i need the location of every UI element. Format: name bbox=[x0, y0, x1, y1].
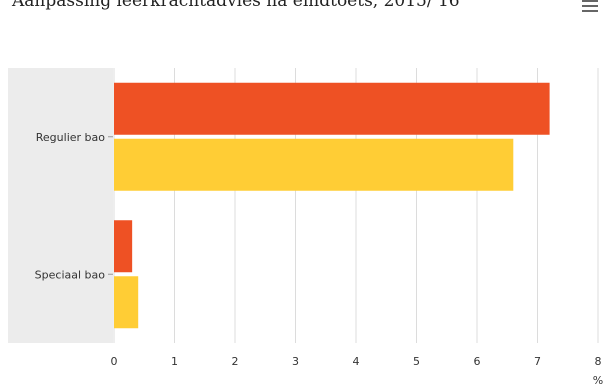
x-tick-labels: 0 1 2 3 4 5 6 7 8 bbox=[111, 355, 602, 368]
category-axis-band bbox=[8, 68, 113, 343]
x-tick-label: 6 bbox=[474, 355, 481, 368]
x-tick-label: 8 bbox=[595, 355, 602, 368]
x-tick-label: 0 bbox=[111, 355, 118, 368]
category-label: Speciaal bao bbox=[35, 268, 106, 281]
bar[interactable] bbox=[114, 138, 514, 191]
chart-title: Aanpassing leerkrachtadvies na eindtoets… bbox=[12, 0, 460, 11]
x-tick-label: 7 bbox=[534, 355, 541, 368]
category-label: Regulier bao bbox=[36, 131, 105, 144]
bar[interactable] bbox=[114, 82, 550, 135]
x-tick-label: 4 bbox=[353, 355, 360, 368]
x-tick-label: 3 bbox=[292, 355, 299, 368]
x-axis-label: % bbox=[593, 374, 603, 386]
bar[interactable] bbox=[114, 276, 139, 329]
hamburger-menu-icon[interactable] bbox=[582, 0, 598, 12]
bars bbox=[114, 82, 550, 329]
x-tick-label: 1 bbox=[171, 355, 178, 368]
bar[interactable] bbox=[114, 220, 133, 273]
x-tick-label: 5 bbox=[413, 355, 420, 368]
x-tick-label: 2 bbox=[232, 355, 239, 368]
category-labels: Regulier bao Speciaal bao bbox=[35, 131, 113, 281]
